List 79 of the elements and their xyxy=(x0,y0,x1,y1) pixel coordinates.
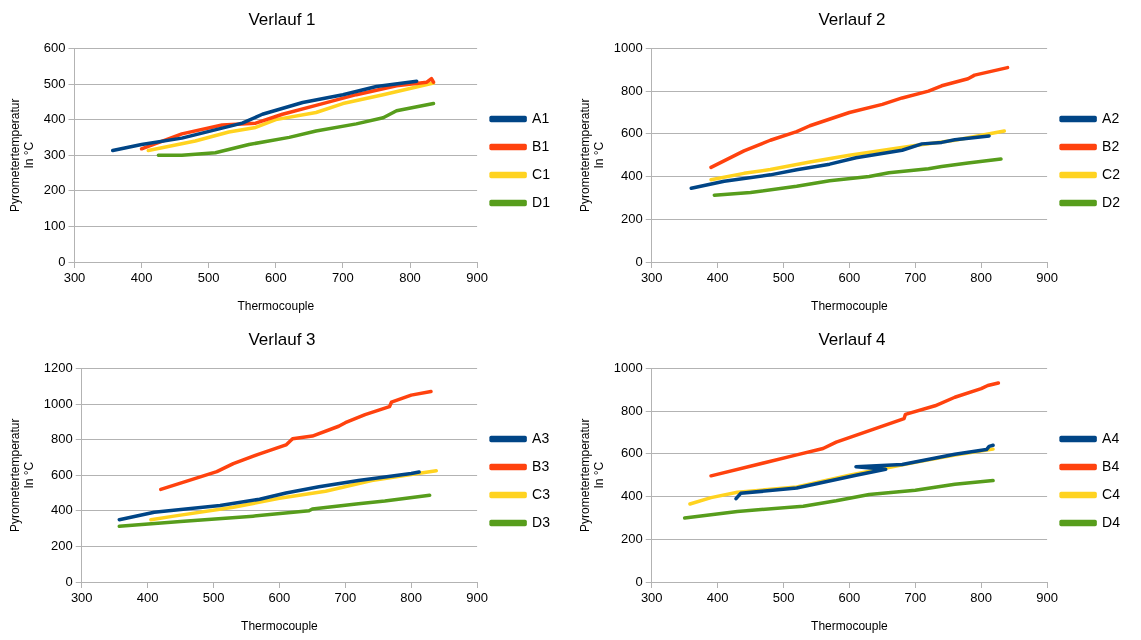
legend-label: D4 xyxy=(1102,513,1121,530)
x-axis-title: Thermocouple xyxy=(241,619,319,634)
x-axis-title: Thermocouple xyxy=(237,299,315,314)
x-tick-label: 400 xyxy=(706,270,729,286)
y-tick-label: 300 xyxy=(43,146,66,162)
y-tick-label: 600 xyxy=(51,466,73,482)
legend-label: C1 xyxy=(532,165,551,182)
legend-label: A4 xyxy=(1102,429,1120,446)
legend-label: D1 xyxy=(532,193,551,210)
x-tick-label: 700 xyxy=(334,590,357,606)
y-tick-label: 1000 xyxy=(613,39,643,55)
y-tick-label: 0 xyxy=(65,573,73,589)
legend-label: C4 xyxy=(1102,485,1121,502)
y-tick-label: 400 xyxy=(51,502,73,518)
y-tick-label: 0 xyxy=(635,573,643,589)
legend-label: D2 xyxy=(1102,193,1121,210)
y-tick-label: 800 xyxy=(621,82,643,98)
x-tick-label: 600 xyxy=(838,590,861,606)
y-tick-label: 600 xyxy=(621,445,643,461)
y-axis-title: Pyrometertemperatur In °C xyxy=(7,98,36,212)
x-tick-label: 700 xyxy=(904,590,927,606)
x-tick-label: 500 xyxy=(197,270,220,286)
y-tick-label: 0 xyxy=(635,253,643,269)
chart-title: Verlauf 2 xyxy=(818,9,886,29)
y-tick-label: 0 xyxy=(58,253,66,269)
legend-label: B4 xyxy=(1102,457,1120,474)
x-tick-label: 400 xyxy=(130,270,153,286)
y-tick-label: 1000 xyxy=(43,395,73,411)
y-tick-label: 400 xyxy=(43,111,66,127)
y-axis-title: Pyrometertemperatur In °C xyxy=(577,98,606,212)
x-tick-label: 700 xyxy=(332,270,354,286)
x-tick-label: 300 xyxy=(70,590,93,606)
legend-label: C2 xyxy=(1102,165,1121,182)
legend-label: A3 xyxy=(532,429,550,446)
x-tick-label: 900 xyxy=(466,590,488,606)
x-tick-label: 600 xyxy=(838,270,861,286)
x-tick-label: 500 xyxy=(772,270,795,286)
y-axis-title: Pyrometertemperatur In °C xyxy=(7,418,36,532)
y-tick-label: 200 xyxy=(621,210,643,226)
legend-label: C3 xyxy=(532,485,551,502)
y-tick-label: 200 xyxy=(51,537,73,553)
x-tick-label: 800 xyxy=(399,270,421,286)
y-tick-label: 500 xyxy=(43,75,66,91)
x-tick-label: 600 xyxy=(264,270,287,286)
x-axis-title: Thermocouple xyxy=(811,619,889,634)
y-axis-title: Pyrometertemperatur In °C xyxy=(577,418,606,532)
y-tick-label: 100 xyxy=(43,217,66,233)
y-tick-label: 200 xyxy=(621,530,643,546)
y-tick-label: 600 xyxy=(621,125,643,141)
chart-title: Verlauf 3 xyxy=(248,329,316,349)
x-tick-label: 900 xyxy=(1036,270,1058,286)
y-tick-label: 400 xyxy=(621,488,643,504)
y-tick-label: 800 xyxy=(621,402,643,418)
legend-label: B1 xyxy=(532,137,550,154)
x-tick-label: 400 xyxy=(136,590,159,606)
chart-title: Verlauf 1 xyxy=(248,9,316,29)
y-tick-label: 400 xyxy=(621,168,643,184)
y-tick-label: 600 xyxy=(43,39,66,55)
x-tick-label: 500 xyxy=(202,590,225,606)
legend-label: D3 xyxy=(532,513,551,530)
legend-label: B3 xyxy=(532,457,550,474)
legend-label: A1 xyxy=(532,109,550,126)
x-tick-label: 400 xyxy=(706,590,729,606)
x-tick-label: 800 xyxy=(400,590,423,606)
x-tick-label: 700 xyxy=(904,270,927,286)
x-tick-label: 900 xyxy=(1036,590,1058,606)
x-tick-label: 500 xyxy=(772,590,795,606)
y-tick-label: 1200 xyxy=(43,359,73,375)
y-tick-label: 800 xyxy=(51,431,73,447)
x-axis-title: Thermocouple xyxy=(811,299,889,314)
x-tick-label: 900 xyxy=(466,270,488,286)
legend-label: A2 xyxy=(1102,109,1120,126)
y-tick-label: 200 xyxy=(43,182,66,198)
x-tick-label: 800 xyxy=(970,270,993,286)
x-tick-label: 800 xyxy=(970,590,993,606)
x-tick-label: 600 xyxy=(268,590,291,606)
legend-label: B2 xyxy=(1102,137,1120,154)
chart-title: Verlauf 4 xyxy=(818,329,886,349)
y-tick-label: 1000 xyxy=(613,359,643,375)
